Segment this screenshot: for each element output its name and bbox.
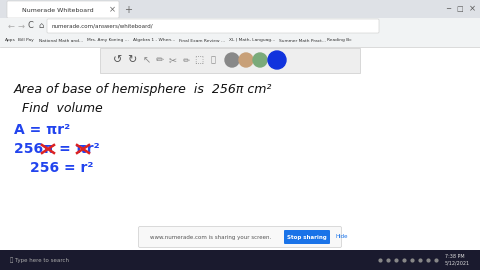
Circle shape	[268, 51, 286, 69]
Text: Bill Pay: Bill Pay	[18, 39, 34, 42]
Text: www.numerade.com is sharing your screen.: www.numerade.com is sharing your screen.	[150, 235, 271, 239]
Text: ←: ←	[8, 22, 15, 31]
Text: 🔍 Type here to search: 🔍 Type here to search	[10, 257, 69, 263]
Text: 5/12/2021: 5/12/2021	[445, 261, 470, 265]
Text: 256π = πr²: 256π = πr²	[14, 142, 100, 156]
Bar	[100, 48, 360, 73]
Text: ⬜: ⬜	[211, 56, 216, 65]
Text: Stop sharing: Stop sharing	[287, 235, 327, 239]
FancyBboxPatch shape	[284, 230, 330, 244]
Text: Apps: Apps	[5, 39, 16, 42]
Text: ↖: ↖	[143, 55, 151, 65]
Text: Final Exam Review ...: Final Exam Review ...	[179, 39, 225, 42]
Text: National Math and...: National Math and...	[39, 39, 84, 42]
Text: ✏: ✏	[182, 56, 190, 65]
Text: ⬚: ⬚	[194, 55, 204, 65]
Text: numerade.com/answers/whiteboard/: numerade.com/answers/whiteboard/	[52, 23, 154, 29]
Text: ─: ─	[446, 6, 450, 12]
Text: +: +	[124, 5, 132, 15]
Circle shape	[270, 53, 284, 67]
Text: Summer Math Pract...: Summer Math Pract...	[279, 39, 326, 42]
Bar	[0, 250, 480, 270]
Text: Algebra 1 - When...: Algebra 1 - When...	[133, 39, 176, 42]
Text: ×: ×	[108, 5, 116, 15]
Text: Area of base of hemisphere  is  256π cm²: Area of base of hemisphere is 256π cm²	[14, 83, 272, 96]
Text: ⌂: ⌂	[38, 22, 43, 31]
Text: ✏: ✏	[156, 55, 164, 65]
Text: C: C	[28, 22, 34, 31]
Text: 7:38 PM: 7:38 PM	[445, 255, 465, 259]
Circle shape	[253, 53, 267, 67]
Text: ✂: ✂	[169, 55, 177, 65]
Text: 256 = r²: 256 = r²	[30, 161, 94, 175]
Circle shape	[239, 53, 253, 67]
Bar	[0, 18, 480, 34]
Text: Hide: Hide	[336, 235, 348, 239]
FancyBboxPatch shape	[7, 1, 119, 18]
Bar	[0, 0, 480, 18]
Text: XL | Math, Languag...: XL | Math, Languag...	[229, 39, 276, 42]
FancyBboxPatch shape	[47, 19, 379, 33]
Text: Numerade Whiteboard: Numerade Whiteboard	[22, 8, 94, 12]
Text: □: □	[456, 6, 463, 12]
Text: Reading Bc: Reading Bc	[327, 39, 352, 42]
Text: Mrs. Amy Koning ...: Mrs. Amy Koning ...	[87, 39, 129, 42]
Text: ↻: ↻	[127, 55, 137, 65]
Text: →: →	[18, 22, 25, 31]
FancyBboxPatch shape	[139, 227, 341, 248]
Text: ↺: ↺	[113, 55, 123, 65]
Text: A = πr²: A = πr²	[14, 123, 70, 137]
Text: Find  volume: Find volume	[22, 102, 103, 114]
Circle shape	[225, 53, 239, 67]
Text: ×: ×	[468, 5, 476, 14]
Bar	[0, 34, 480, 47]
